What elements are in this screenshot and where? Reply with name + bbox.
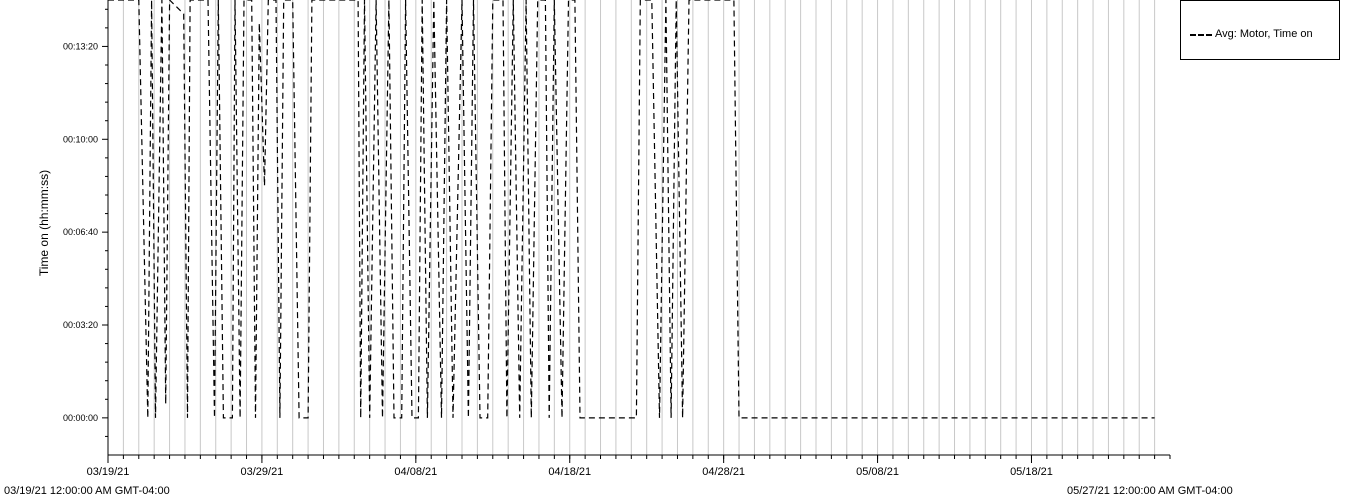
range-start-label: 03/19/21 12:00:00 AM GMT-04:00: [4, 485, 170, 497]
legend: Avg: Motor, Time on: [1180, 0, 1340, 60]
chart-axes: [107, 0, 1170, 456]
y-tick-label: 00:00:00: [63, 413, 98, 423]
x-axis-ticks: 03/19/21 03/29/21 04/08/21 04/18/21 04/28/21…: [87, 455, 1171, 478]
series-group: [108, 0, 1155, 419]
x-tick-label: 04/08/21: [394, 466, 437, 478]
legend-dashed-line-swatch: [1190, 34, 1212, 36]
legend-item-label: Avg: Motor, Time on: [1215, 28, 1313, 40]
x-tick-label: 03/19/21: [87, 466, 130, 478]
series-line: [108, 0, 1155, 419]
x-tick-label: 04/28/21: [702, 466, 745, 478]
x-tick-label: 05/08/21: [856, 466, 899, 478]
x-tick-label: 05/18/21: [1010, 466, 1053, 478]
y-tick-label: 00:13:20: [63, 41, 98, 51]
vertical-gridlines: [122, 0, 1156, 455]
y-tick-label: 00:10:00: [63, 134, 98, 144]
x-tick-label: 04/18/21: [548, 466, 591, 478]
x-tick-label: 03/29/21: [240, 466, 283, 478]
y-axis-ticks: 00:00:00 00:03:20 00:06:40 00:10:00 00:13:20: [63, 8, 108, 437]
y-tick-label: 00:03:20: [63, 320, 98, 330]
y-tick-label: 00:06:40: [63, 227, 98, 237]
y-axis-label: Time on (hh:mm:ss): [37, 169, 51, 277]
range-end-label: 05/27/21 12:00:00 AM GMT-04:00: [1067, 485, 1233, 497]
